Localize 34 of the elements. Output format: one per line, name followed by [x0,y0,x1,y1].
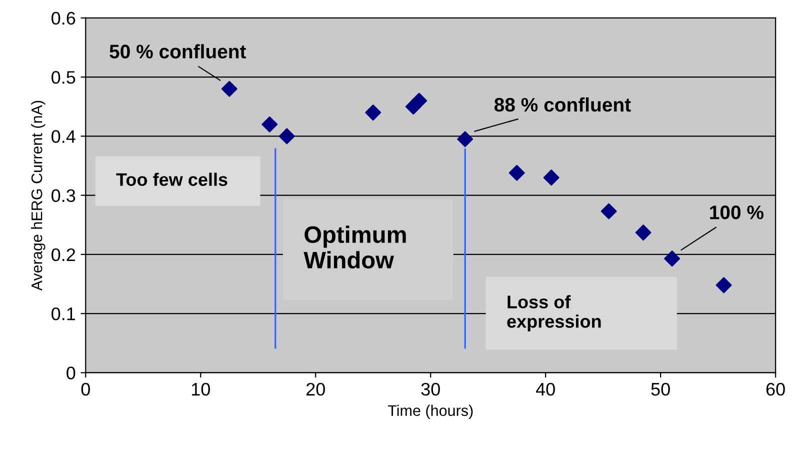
y-tick-label: 0.4 [52,130,76,143]
y-tick-label: 0 [66,366,76,380]
x-tick-label: 20 [306,382,325,396]
point [457,131,474,148]
point [262,116,278,132]
point [664,250,680,267]
annotation: Loss of expression [507,295,601,332]
point [411,92,428,109]
x-tick-label: 30 [421,382,440,396]
annotation: 50 % confluent [110,44,246,58]
y-tick-label: 0.2 [52,248,76,262]
point [365,104,382,121]
annotation: Optimum Window [304,226,406,268]
y-tick-label: 0.1 [52,307,76,320]
point [221,80,238,97]
y-axis-title: Average hERG Current (nA) [31,100,46,291]
point [278,128,295,144]
y-tick-label: 0.6 [52,12,76,25]
x-tick-label: 50 [651,382,670,396]
y-tick-label: 0.3 [52,189,76,202]
y-tick-label: 0.5 [52,71,76,84]
x-tick-label: 60 [766,382,785,396]
point [543,170,560,186]
annotation: Too few cells [116,172,228,186]
point [635,224,652,241]
point [716,277,732,294]
x-tick-label: 40 [536,382,555,396]
x-tick-label: 10 [192,382,210,396]
x-axis-title: Time (hours) [388,404,473,420]
annotation: 100 % [710,205,764,220]
annotation: 88 % confluent [494,97,631,112]
point [600,203,617,220]
point [508,164,525,181]
x-tick-label: 0 [81,382,90,396]
